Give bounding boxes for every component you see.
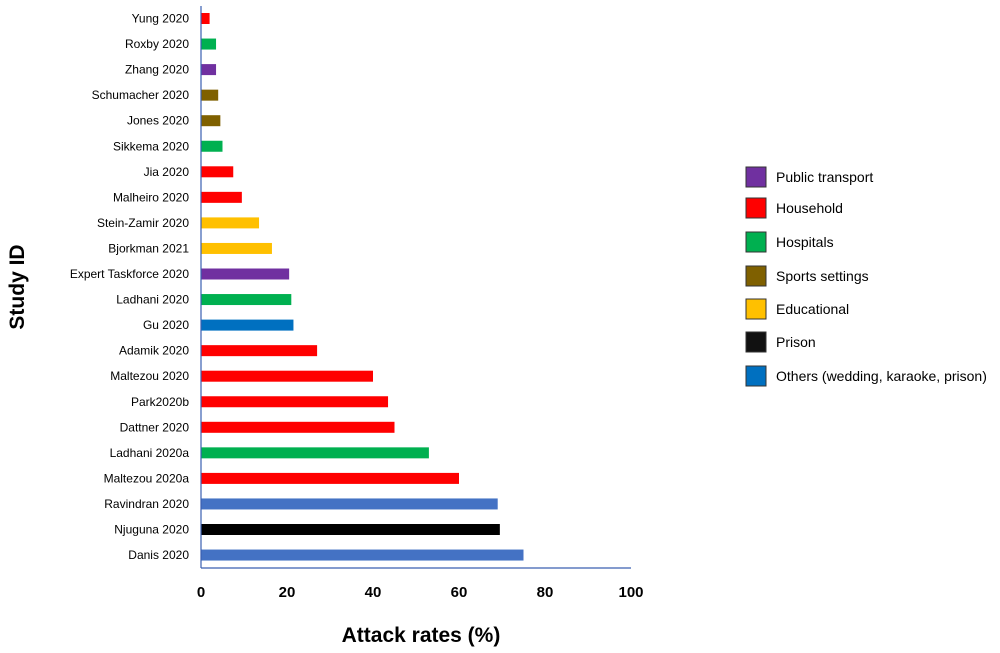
bar	[201, 13, 210, 24]
x-axis-title: Attack rates (%)	[342, 624, 501, 647]
category-label: Ravindran 2020	[104, 497, 189, 511]
category-label: Schumacher 2020	[92, 88, 190, 102]
bar	[201, 64, 217, 76]
category-label: Park2020b	[131, 395, 189, 409]
category-label: Ladhani 2020	[116, 293, 189, 307]
x-tick-label: 60	[451, 584, 468, 601]
bar	[201, 447, 429, 459]
category-label: Danis 2020	[128, 548, 189, 562]
bar	[201, 421, 395, 433]
legend-swatch	[745, 166, 767, 188]
category-label: Bjorkman 2021	[108, 241, 189, 255]
x-tick-label: 100	[618, 584, 643, 601]
category-label: Yung 2020	[132, 12, 190, 26]
legend-swatch	[745, 231, 767, 253]
y-axis-title: Study ID	[6, 244, 29, 329]
bar	[201, 38, 217, 50]
category-label: Jones 2020	[127, 114, 189, 128]
bar	[201, 524, 500, 535]
legend-label: Household	[776, 200, 843, 216]
legend-label: Hospitals	[776, 234, 834, 250]
bars-group	[201, 13, 524, 561]
bar	[201, 370, 373, 382]
bar	[201, 191, 242, 203]
bar	[201, 472, 459, 484]
category-label: Roxby 2020	[125, 37, 189, 51]
bar	[201, 345, 318, 357]
legend-label: Educational	[776, 301, 849, 317]
legend-label: Others (wedding, karaoke, prison)	[776, 368, 987, 384]
category-label: Maltezou 2020	[110, 369, 189, 383]
x-tick-labels: 0 20 40 60 80 100	[197, 584, 644, 601]
legend-swatch	[745, 265, 767, 287]
category-label: Jia 2020	[144, 165, 190, 179]
legend-swatch	[745, 197, 767, 219]
category-label: Malheiro 2020	[113, 190, 189, 204]
x-tick-label: 20	[279, 584, 296, 601]
bar	[201, 166, 234, 178]
bar	[201, 140, 223, 152]
bar	[201, 268, 290, 280]
bar	[201, 549, 524, 561]
category-label: Maltezou 2020a	[104, 471, 190, 485]
category-label: Njuguna 2020	[114, 523, 189, 537]
category-labels: Yung 2020 Roxby 2020 Zhang 2020 Schumacher …	[70, 12, 190, 563]
bar	[201, 294, 292, 306]
category-label: Sikkema 2020	[113, 139, 189, 153]
category-label: Zhang 2020	[125, 63, 189, 77]
bar	[201, 319, 294, 331]
bar	[201, 242, 272, 254]
bar	[201, 498, 498, 510]
category-label: Adamik 2020	[119, 344, 189, 358]
x-tick-label: 40	[365, 584, 382, 601]
category-label: Dattner 2020	[120, 420, 190, 434]
legend-label: Sports settings	[776, 268, 869, 284]
category-label: Expert Taskforce 2020	[70, 267, 190, 281]
bar	[201, 115, 221, 127]
legend: Public transport Household Hospitals Sports…	[745, 166, 987, 387]
legend-label: Public transport	[776, 169, 873, 185]
bar	[201, 217, 260, 229]
category-label: Ladhani 2020a	[110, 446, 190, 460]
x-tick-label: 0	[197, 584, 205, 601]
category-label: Stein-Zamir 2020	[97, 216, 189, 230]
bar	[201, 396, 389, 408]
category-label: Gu 2020	[143, 318, 189, 332]
x-tick-label: 80	[537, 584, 554, 601]
legend-label: Prison	[776, 334, 816, 350]
legend-swatch	[745, 331, 767, 353]
legend-swatch	[745, 365, 767, 387]
legend-swatch	[745, 298, 767, 320]
bar	[201, 89, 219, 101]
